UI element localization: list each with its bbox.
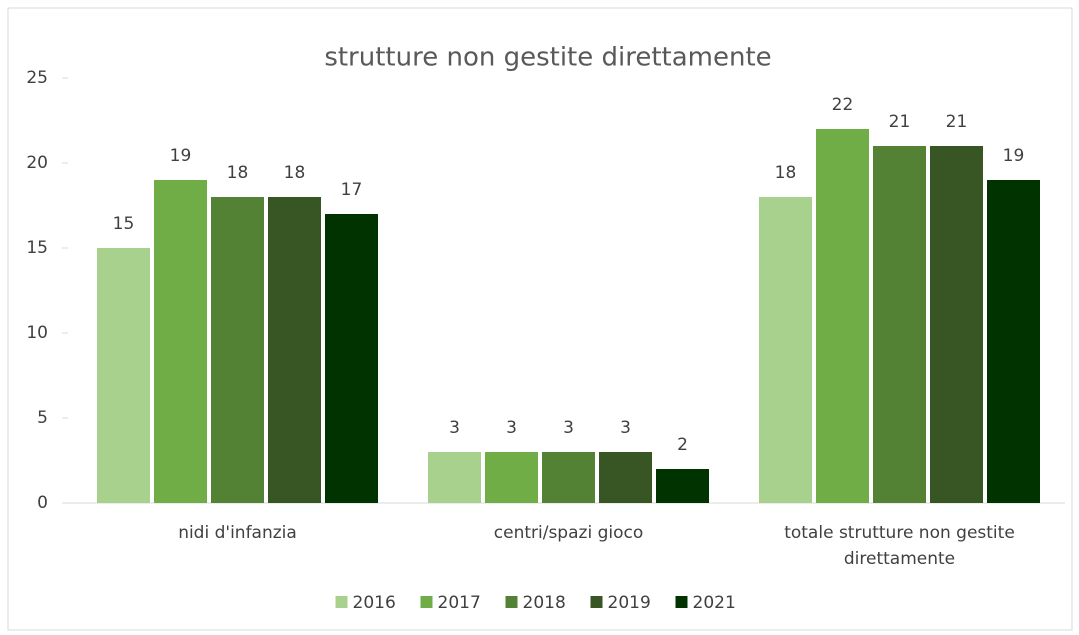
bar xyxy=(211,197,264,503)
bar xyxy=(97,248,150,503)
data-label: 3 xyxy=(563,418,574,438)
y-tick-label: 20 xyxy=(26,153,48,173)
legend-label: 2018 xyxy=(523,593,566,613)
bar xyxy=(268,197,321,503)
y-tick-label: 5 xyxy=(37,408,48,428)
x-tick-label: totale strutture non gestite direttament… xyxy=(784,523,1015,569)
legend-swatch xyxy=(335,596,348,608)
bar xyxy=(656,469,709,503)
y-tick-label: 0 xyxy=(37,493,48,513)
legend-swatch xyxy=(675,596,688,608)
x-tick-label: centri/spazi gioco xyxy=(493,523,644,543)
bar xyxy=(542,452,595,503)
legend-swatch xyxy=(505,596,518,608)
data-label: 22 xyxy=(832,95,854,115)
legend-label: 2021 xyxy=(693,593,736,613)
bar xyxy=(759,197,812,503)
bar xyxy=(428,452,481,503)
legend-swatch xyxy=(420,596,433,608)
bar xyxy=(599,452,652,503)
data-label: 21 xyxy=(889,112,911,132)
data-label: 19 xyxy=(170,146,192,166)
legend-swatch xyxy=(590,596,603,608)
bar xyxy=(873,146,926,503)
x-tick-label: nidi d'infanzia xyxy=(178,523,297,543)
data-label: 18 xyxy=(775,163,797,183)
bar xyxy=(930,146,983,503)
bar xyxy=(987,180,1040,503)
data-label: 18 xyxy=(284,163,306,183)
data-label: 2 xyxy=(677,435,688,455)
bar xyxy=(325,214,378,503)
data-label: 3 xyxy=(506,418,517,438)
data-label: 15 xyxy=(113,214,135,234)
data-label: 17 xyxy=(341,180,363,200)
data-label: 3 xyxy=(620,418,631,438)
legend-label: 2017 xyxy=(438,593,481,613)
y-tick-label: 25 xyxy=(26,68,48,88)
data-label: 21 xyxy=(946,112,968,132)
y-tick-label: 10 xyxy=(26,323,48,343)
y-tick-label: 15 xyxy=(26,238,48,258)
bar xyxy=(485,452,538,503)
data-label: 18 xyxy=(227,163,249,183)
bar xyxy=(154,180,207,503)
bar xyxy=(816,129,869,503)
legend-label: 2019 xyxy=(608,593,651,613)
legend-label: 2016 xyxy=(353,593,396,613)
data-label: 19 xyxy=(1003,146,1025,166)
data-label: 3 xyxy=(449,418,460,438)
chart-title: strutture non gestite direttamente xyxy=(324,43,771,73)
